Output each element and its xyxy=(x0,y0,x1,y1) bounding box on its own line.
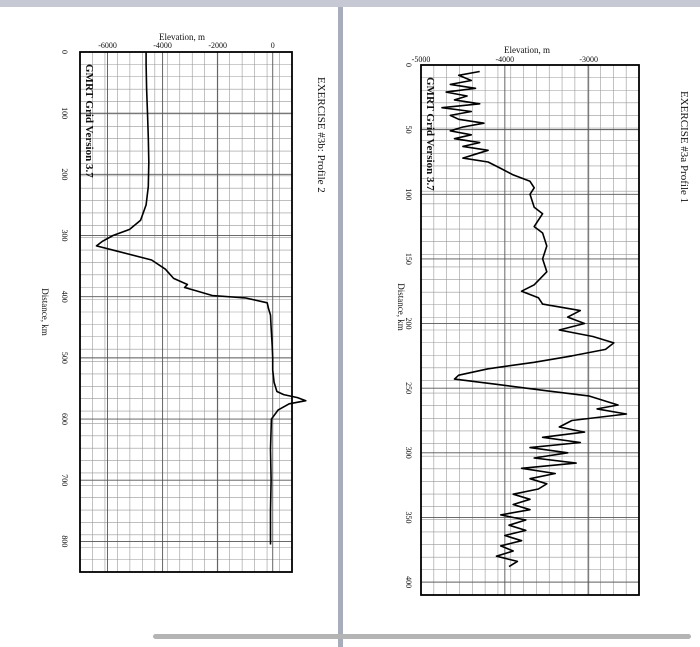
profile-1-marks xyxy=(441,70,628,568)
page-divider xyxy=(338,7,343,647)
horizontal-scrollbar[interactable] xyxy=(153,634,691,639)
profile-1-chart: -5000 -4000 -3000 0 50 100 150 200 250 300 350 400 E… xyxy=(396,45,690,596)
exercise-title: EXERCISE #3a Profile 1 xyxy=(678,91,690,203)
elevation-tick-label: -3000 xyxy=(579,55,598,64)
distance-tick-label: 500 xyxy=(60,352,69,364)
distance-tick-label: 700 xyxy=(60,474,69,486)
distance-tick-label: 0 xyxy=(60,50,69,54)
profile-2-marks xyxy=(95,52,307,545)
profile-series-line xyxy=(441,70,628,568)
distance-tick-label: 350 xyxy=(404,511,413,523)
distance-tick-label: 100 xyxy=(404,188,413,200)
distance-tick-label: 800 xyxy=(60,535,69,547)
gmrt-brand-label: GMRT Grid Version 3.7 xyxy=(83,64,95,178)
distance-tick-label: 150 xyxy=(404,253,413,265)
distance-tick-label: 400 xyxy=(60,291,69,303)
profile-2-text: -6000 -4000 -2000 0 0 100 200 300 400 500 600 700 80… xyxy=(40,32,327,547)
elevation-tick-label: 0 xyxy=(271,41,275,50)
profile-1-text: -5000 -4000 -3000 0 50 100 150 200 250 300 350 400 E… xyxy=(396,45,690,588)
distance-axis-label: Distance, km xyxy=(40,288,50,336)
distance-tick-label: 100 xyxy=(60,107,69,119)
plot-frame xyxy=(79,51,293,573)
top-toolbar-strip xyxy=(0,0,700,7)
elevation-tick-label: -2000 xyxy=(208,41,227,50)
elevation-axis-label: Elevation, m xyxy=(159,32,205,42)
elevation-tick-label: -6000 xyxy=(98,41,117,50)
profile-2-chart: -6000 -4000 -2000 0 0 100 200 300 400 500 600 700 80… xyxy=(40,32,327,573)
elevation-tick-label: -5000 xyxy=(412,55,431,64)
page-left: -6000 -4000 -2000 0 0 100 200 300 400 500 600 700 80… xyxy=(0,7,338,647)
distance-tick-label: 600 xyxy=(60,413,69,425)
distance-axis-label: Distance, km xyxy=(396,283,406,331)
distance-tick-label: 200 xyxy=(60,168,69,180)
elevation-axis-label: Elevation, m xyxy=(504,45,550,55)
exercise-title: EXERCISE #3b: Profile 2 xyxy=(315,77,327,193)
distance-tick-label: 200 xyxy=(404,318,413,330)
distance-tick-label: 250 xyxy=(404,382,413,394)
profile-series-line xyxy=(95,52,307,545)
elevation-tick-label: -4000 xyxy=(496,55,515,64)
distance-tick-label: 400 xyxy=(404,576,413,588)
profile-2-grid xyxy=(79,51,293,573)
distance-tick-label: 300 xyxy=(404,447,413,459)
page-right: -5000 -4000 -3000 0 50 100 150 200 250 300 350 400 E… xyxy=(343,7,700,647)
distance-tick-label: 0 xyxy=(404,63,413,67)
plot-frame xyxy=(420,64,640,596)
profile-1-grid xyxy=(420,64,640,596)
distance-tick-label: 300 xyxy=(60,230,69,242)
elevation-tick-label: -4000 xyxy=(153,41,172,50)
gmrt-brand-label: GMRT Grid Version 3.7 xyxy=(424,77,436,191)
distance-tick-label: 50 xyxy=(404,126,413,134)
